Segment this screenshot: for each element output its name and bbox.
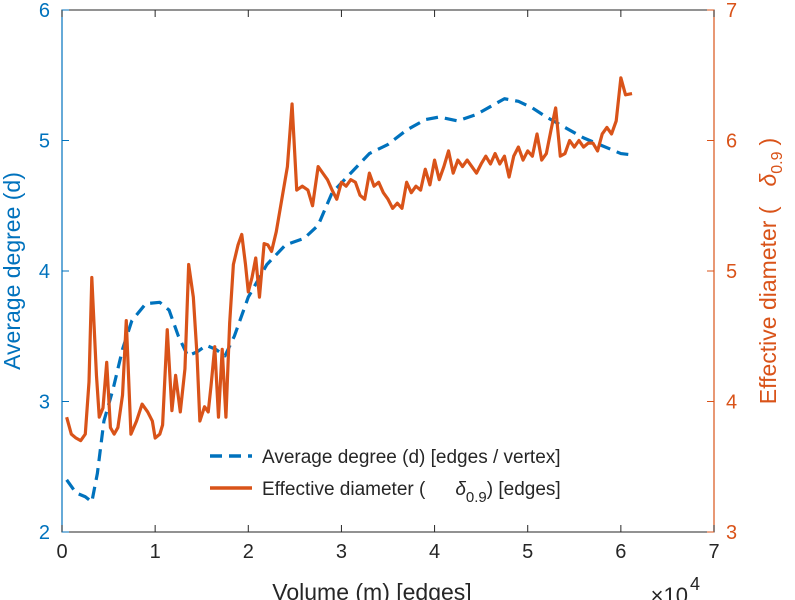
x-tick-label: 6 <box>615 541 626 563</box>
left-axis-ticks: 2 3 4 5 6 <box>39 0 69 544</box>
legend-eff-suffix: ) [edges] <box>487 479 561 500</box>
left-tick-label: 4 <box>39 261 50 283</box>
legend-eff-symbol: δ <box>455 479 466 500</box>
right-axis-label: Effective diameter ( δ0.9) <box>755 138 786 404</box>
x-tick-label: 7 <box>708 541 719 563</box>
right-tick-label: 5 <box>726 261 737 283</box>
x-exponent-power: 4 <box>690 574 700 594</box>
x-tick-label: 4 <box>429 541 440 563</box>
legend-eff-prefix: Effective diameter ( <box>262 479 426 500</box>
legend-label-avg-degree: Average degree (d) [edges / vertex] <box>262 447 561 468</box>
series-line-effective-diameter <box>65 76 633 443</box>
right-axis-label-symbol: δ <box>755 173 781 186</box>
left-tick-label: 3 <box>39 392 50 414</box>
left-tick-label: 6 <box>39 0 50 22</box>
left-axis-label: Average degree (d) <box>0 172 25 370</box>
x-axis-ticks: 0 1 2 3 4 5 6 7 <box>56 10 720 563</box>
x-tick-label: 1 <box>150 541 161 563</box>
series-line-average-degree <box>65 97 633 504</box>
right-tick-label: 4 <box>726 392 737 414</box>
right-axis-label-suffix: ) <box>755 138 781 146</box>
right-axis-ticks: 3 4 5 6 7 <box>707 0 737 544</box>
right-tick-label: 3 <box>726 522 737 544</box>
x-exponent-base: ×10 <box>651 583 688 600</box>
right-tick-label: 7 <box>726 0 737 22</box>
x-tick-label: 2 <box>243 541 254 563</box>
x-tick-label: 0 <box>56 541 67 563</box>
left-tick-label: 2 <box>39 522 50 544</box>
x-tick-label: 5 <box>522 541 533 563</box>
right-tick-label: 6 <box>726 131 737 153</box>
x-tick-label: 3 <box>336 541 347 563</box>
right-axis-label-subscript: 0.9 <box>769 151 786 173</box>
x-exponent: ×10 4 <box>651 574 700 600</box>
legend-box <box>200 438 650 506</box>
x-axis-label: Volume (m) [edges] <box>272 579 471 600</box>
legend: Average degree (d) [edges / vertex] Effe… <box>200 438 650 506</box>
series-layer <box>65 76 633 504</box>
left-tick-label: 5 <box>39 131 50 153</box>
right-axis-label-prefix: Effective diameter ( <box>755 206 781 404</box>
legend-eff-subscript: 0.9 <box>466 489 487 506</box>
legend-label-eff-diameter: Effective diameter ( δ0.9) [edges] <box>262 479 561 506</box>
